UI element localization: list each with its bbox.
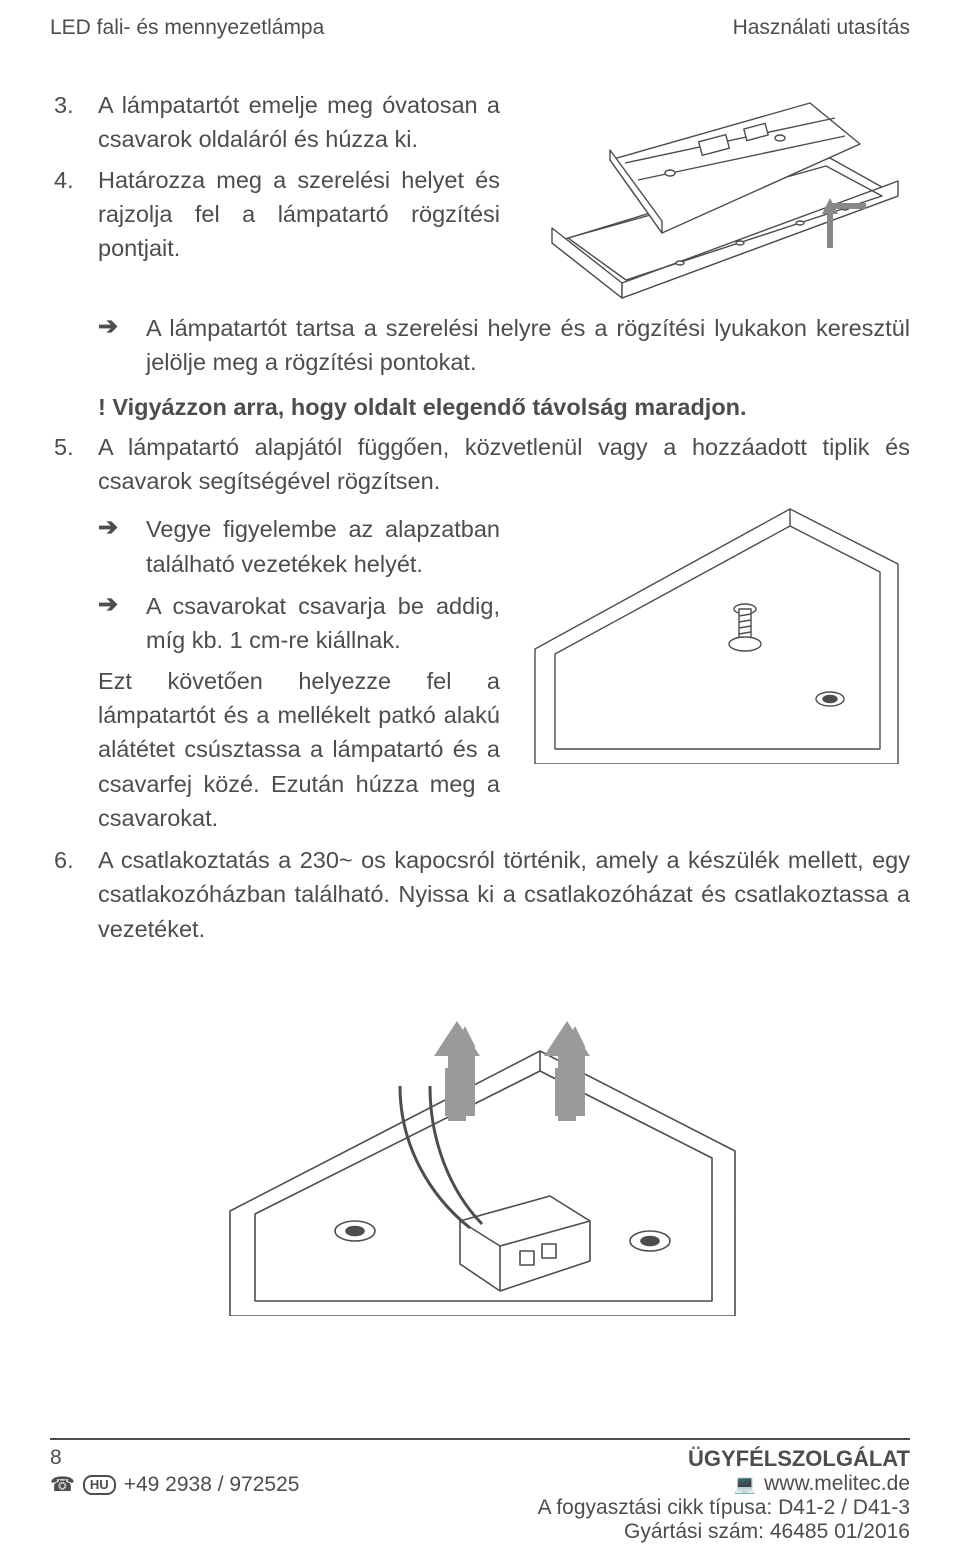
step-5-text: A lámpatartó alapjától függően, közvetle… [98, 430, 910, 499]
step-6-number: 6. [50, 843, 98, 946]
footer-right: ÜGYFÉLSZOLGÁLAT 💻 www.melitec.de A fogya… [538, 1446, 910, 1544]
step-3: 3. A lámpatartót emelje meg óvatosan a c… [50, 88, 500, 157]
footer-web-row: 💻 www.melitec.de [538, 1472, 910, 1496]
step-3-text: A lámpatartót emelje meg óvatosan a csav… [98, 88, 500, 157]
step-6: 6. A csatlakoztatás a 230~ os kapocsról … [50, 843, 910, 946]
step-5-number: 5. [50, 430, 98, 499]
step-5-arrow-2: ➔ A csavarokat csavarja be addig, míg kb… [98, 589, 500, 658]
footer-left: 8 ☎ HU +49 2938 / 972525 [50, 1446, 299, 1497]
footer-phone-row: ☎ HU +49 2938 / 972525 [50, 1472, 299, 1497]
laptop-icon: 💻 [734, 1474, 756, 1495]
step-5-arrow-2-text: A csavarokat csavarja be addig, míg kb. … [146, 589, 500, 658]
step-6-text: A csatlakoztatás a 230~ os kapocsról tör… [98, 843, 910, 946]
step-5-sub-row: ➔ Vegye figyelembe az alapzatban találha… [50, 504, 910, 835]
step-3-row: 3. A lámpatartót emelje meg óvatosan a c… [50, 88, 910, 303]
warning-text: ! Vigyázzon arra, hogy oldalt elegendő t… [98, 390, 910, 424]
footer-website: www.melitec.de [764, 1472, 910, 1496]
step-4-arrow-note: ➔ A lámpatartót tartsa a szerelési helyr… [98, 311, 910, 380]
step-5-sub-text-column: ➔ Vegye figyelembe az alapzatban találha… [50, 504, 520, 835]
arrow-icon: ➔ [98, 311, 146, 380]
header-right: Használati utasítás [733, 16, 910, 40]
page-header: LED fali- és mennyezetlámpa Használati u… [50, 16, 910, 40]
phone-icon: ☎ [50, 1472, 75, 1497]
figure-3 [220, 996, 740, 1316]
arrow-icon: ➔ [98, 512, 146, 581]
step-4: 4. Határozza meg a szerelési helyet és r… [50, 163, 500, 266]
page: LED fali- és mennyezetlámpa Használati u… [0, 0, 960, 1566]
arrow-icon: ➔ [98, 589, 146, 658]
step-5-post-text: Ezt követően helyezze fel a lámpatartót … [98, 664, 500, 835]
country-badge: HU [83, 1475, 116, 1495]
footer-divider [50, 1438, 910, 1440]
step-5-arrow-1: ➔ Vegye figyelembe az alapzatban találha… [98, 512, 500, 581]
service-label: ÜGYFÉLSZOLGÁLAT [538, 1446, 910, 1472]
step-3-number: 3. [50, 88, 98, 157]
figure-1 [530, 88, 900, 303]
figure-2 [530, 504, 900, 764]
footer-batch: Gyártási szám: 46485 01/2016 [538, 1520, 910, 1544]
footer-phone: +49 2938 / 972525 [124, 1473, 300, 1497]
page-number: 8 [50, 1446, 299, 1470]
figure-3-container [50, 996, 910, 1316]
step-4-text: Határozza meg a szerelési helyet és rajz… [98, 163, 500, 266]
footer-row: 8 ☎ HU +49 2938 / 972525 ÜGYFÉLSZOLGÁLAT… [50, 1446, 910, 1544]
step-5-arrow-1-text: Vegye figyelembe az alapzatban található… [146, 512, 500, 581]
page-footer: 8 ☎ HU +49 2938 / 972525 ÜGYFÉLSZOLGÁLAT… [50, 1438, 910, 1544]
figure-1-container [520, 88, 910, 303]
figure-2-container [520, 504, 910, 835]
step-4-arrow-text: A lámpatartót tartsa a szerelési helyre … [146, 311, 910, 380]
step-3-4-text-column: 3. A lámpatartót emelje meg óvatosan a c… [50, 88, 520, 303]
footer-article: A fogyasztási cikk típusa: D41-2 / D41-3 [538, 1496, 910, 1520]
header-left: LED fali- és mennyezetlámpa [50, 16, 324, 40]
content: 3. A lámpatartót emelje meg óvatosan a c… [50, 88, 910, 1316]
step-4-number: 4. [50, 163, 98, 266]
step-5: 5. A lámpatartó alapjától függően, közve… [50, 430, 910, 499]
